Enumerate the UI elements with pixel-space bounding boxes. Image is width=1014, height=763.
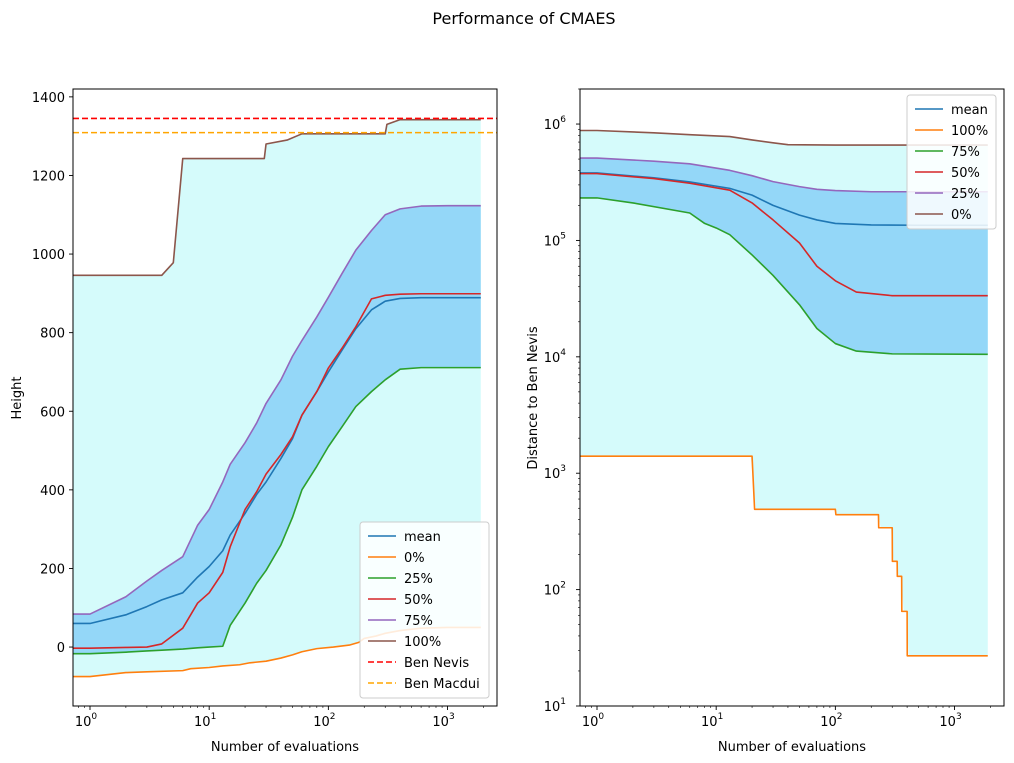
- legend-box: [359, 521, 490, 699]
- legend-label: Ben Nevis: [404, 656, 469, 671]
- x-axis-label: Number of evaluations: [718, 740, 866, 755]
- y-tick-label: 0: [57, 641, 65, 656]
- legend-label: 0%: [404, 551, 425, 566]
- y-tick-label: 105: [544, 231, 566, 249]
- band-75%-25%: [580, 158, 988, 355]
- y-tick-label: 103: [544, 464, 566, 482]
- x-tick-label: 103: [432, 712, 454, 730]
- legend-label: 75%: [951, 145, 980, 160]
- y-tick-label: 200: [40, 562, 65, 577]
- x-tick-label: 103: [939, 712, 961, 730]
- x-axis-label: Number of evaluations: [211, 740, 359, 755]
- series-line-25%: [73, 366, 481, 655]
- legend-label: 75%: [404, 614, 433, 629]
- y-tick-label: 106: [544, 115, 567, 133]
- x-tick-label: 100: [75, 712, 98, 730]
- y-tick-label: 600: [40, 405, 65, 420]
- legend-box: [906, 94, 997, 230]
- left-chart-height: 100 101 102 103 0 200 400 600 800 1000 1200 1400 Nu…: [10, 88, 498, 755]
- legend-label: 50%: [951, 166, 980, 181]
- x-tick-label: 102: [313, 712, 335, 730]
- series-line-0%: [580, 129, 988, 146]
- y-tick-label: 104: [544, 348, 567, 366]
- series-line-mean: [73, 296, 481, 625]
- x-tick-label: 101: [194, 712, 216, 730]
- y-tick-label: 800: [40, 327, 65, 342]
- x-tick-label: 101: [701, 712, 723, 730]
- series-line-75%: [580, 197, 988, 356]
- y-tick-label: 400: [40, 484, 65, 499]
- x-tick-label: 100: [582, 712, 605, 730]
- legend: mean 0% 25% 50% 75% 100% Ben Nevis Ben Macdui: [359, 521, 490, 699]
- legend: mean 100% 75% 50% 25% 0%: [906, 94, 997, 230]
- figure-title: Performance of CMAES: [432, 9, 615, 28]
- series-line-25%: [580, 157, 988, 193]
- legend-label: mean: [404, 530, 441, 545]
- y-tick-label: 102: [544, 581, 566, 599]
- axes-frame: [72, 88, 498, 707]
- axes-frame: [579, 88, 1005, 707]
- series-line-75%: [73, 204, 481, 615]
- y-axis-label: Distance to Ben Nevis: [526, 326, 541, 469]
- series-line-100%: [73, 118, 481, 277]
- y-tick-label: 1000: [32, 248, 65, 263]
- y-tick-label: 1400: [32, 91, 65, 106]
- band-25%-75%: [73, 205, 481, 654]
- legend-label: 50%: [404, 593, 433, 608]
- plot-area: [580, 129, 988, 657]
- right-chart-distance: 100 101 102 103 101 102 103 104 105 106 Number of…: [526, 88, 1005, 755]
- legend-label: 25%: [951, 187, 980, 202]
- series-line-50%: [73, 292, 481, 650]
- y-tick-label: 101: [544, 697, 566, 715]
- series-line-50%: [580, 172, 988, 297]
- legend-label: 100%: [404, 635, 441, 650]
- legend-label: 25%: [404, 572, 433, 587]
- legend-label: Ben Macdui: [404, 677, 480, 692]
- y-axis-label: Height: [10, 377, 25, 420]
- y-tick-label: 1200: [32, 169, 65, 184]
- x-tick-label: 102: [820, 712, 842, 730]
- legend-label: 0%: [951, 208, 972, 223]
- series-line-100%: [580, 455, 988, 657]
- legend-label: mean: [951, 103, 988, 118]
- legend-label: 100%: [951, 124, 988, 139]
